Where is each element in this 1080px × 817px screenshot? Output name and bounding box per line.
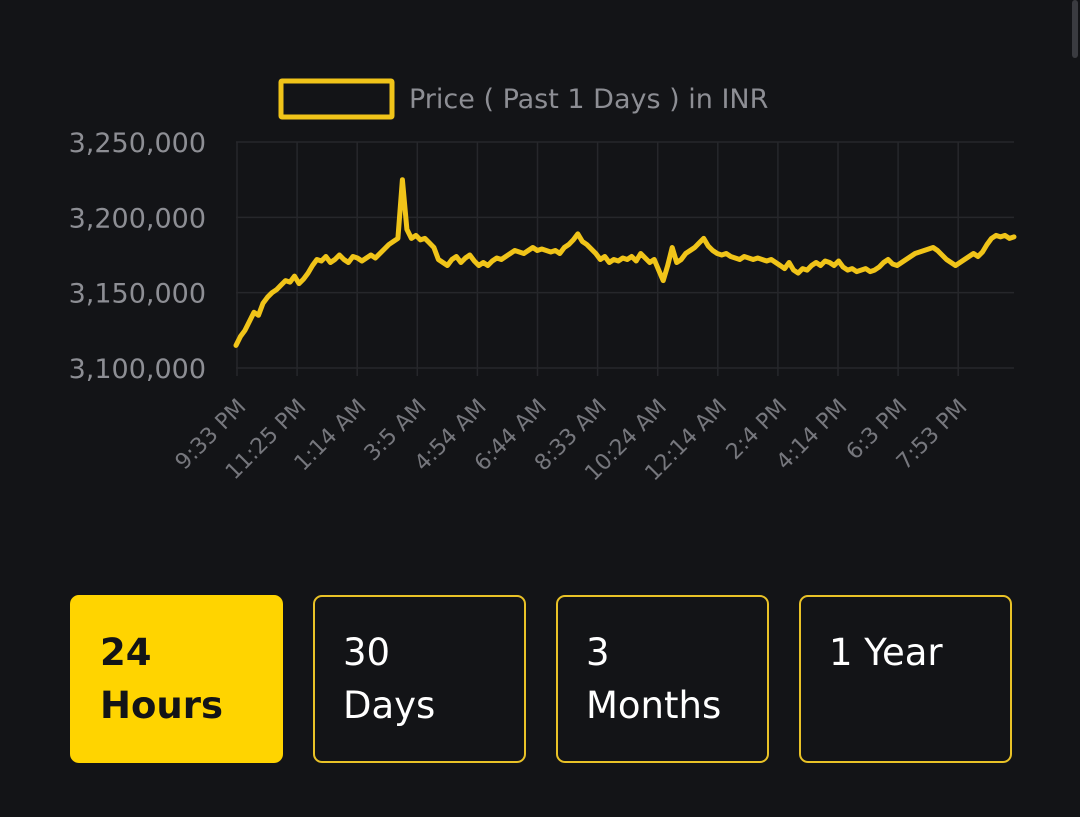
range-button-line1: 30 (343, 631, 391, 674)
y-tick-label: 3,100,000 (69, 354, 206, 385)
legend-label: Price ( Past 1 Days ) in INR (409, 84, 768, 115)
price-chart: Price ( Past 1 Days ) in INR 3,250,0003,… (69, 78, 1017, 487)
range-button-line2: Hours (100, 684, 223, 727)
chart-legend[interactable]: Price ( Past 1 Days ) in INR (278, 78, 768, 120)
range-button-line2: Months (586, 684, 722, 727)
chart-grid (236, 141, 1014, 376)
range-button-line1: 24 (100, 631, 152, 674)
range-24-hours-button[interactable]: 24 Hours (70, 595, 283, 763)
range-selector: 24 Hours 30 Days 3 Months 1 Year (70, 595, 1012, 763)
range-button-line1: 3 (586, 631, 610, 674)
range-30-days-button[interactable]: 30 Days (313, 595, 526, 763)
range-button-line1: 1 Year (829, 631, 943, 674)
y-tick-label: 3,250,000 (69, 128, 206, 159)
range-3-months-button[interactable]: 3 Months (556, 595, 769, 763)
y-tick-label: 3,200,000 (69, 203, 206, 234)
y-axis: 3,250,000 3,200,000 3,150,000 3,100,000 (69, 128, 206, 385)
legend-swatch (278, 78, 395, 120)
range-button-line2: Days (343, 684, 436, 727)
y-tick-label: 3,150,000 (69, 279, 206, 310)
range-1-year-button[interactable]: 1 Year (799, 595, 1012, 763)
price-series-line (233, 177, 1017, 348)
scroll-indicator (1072, 0, 1078, 58)
